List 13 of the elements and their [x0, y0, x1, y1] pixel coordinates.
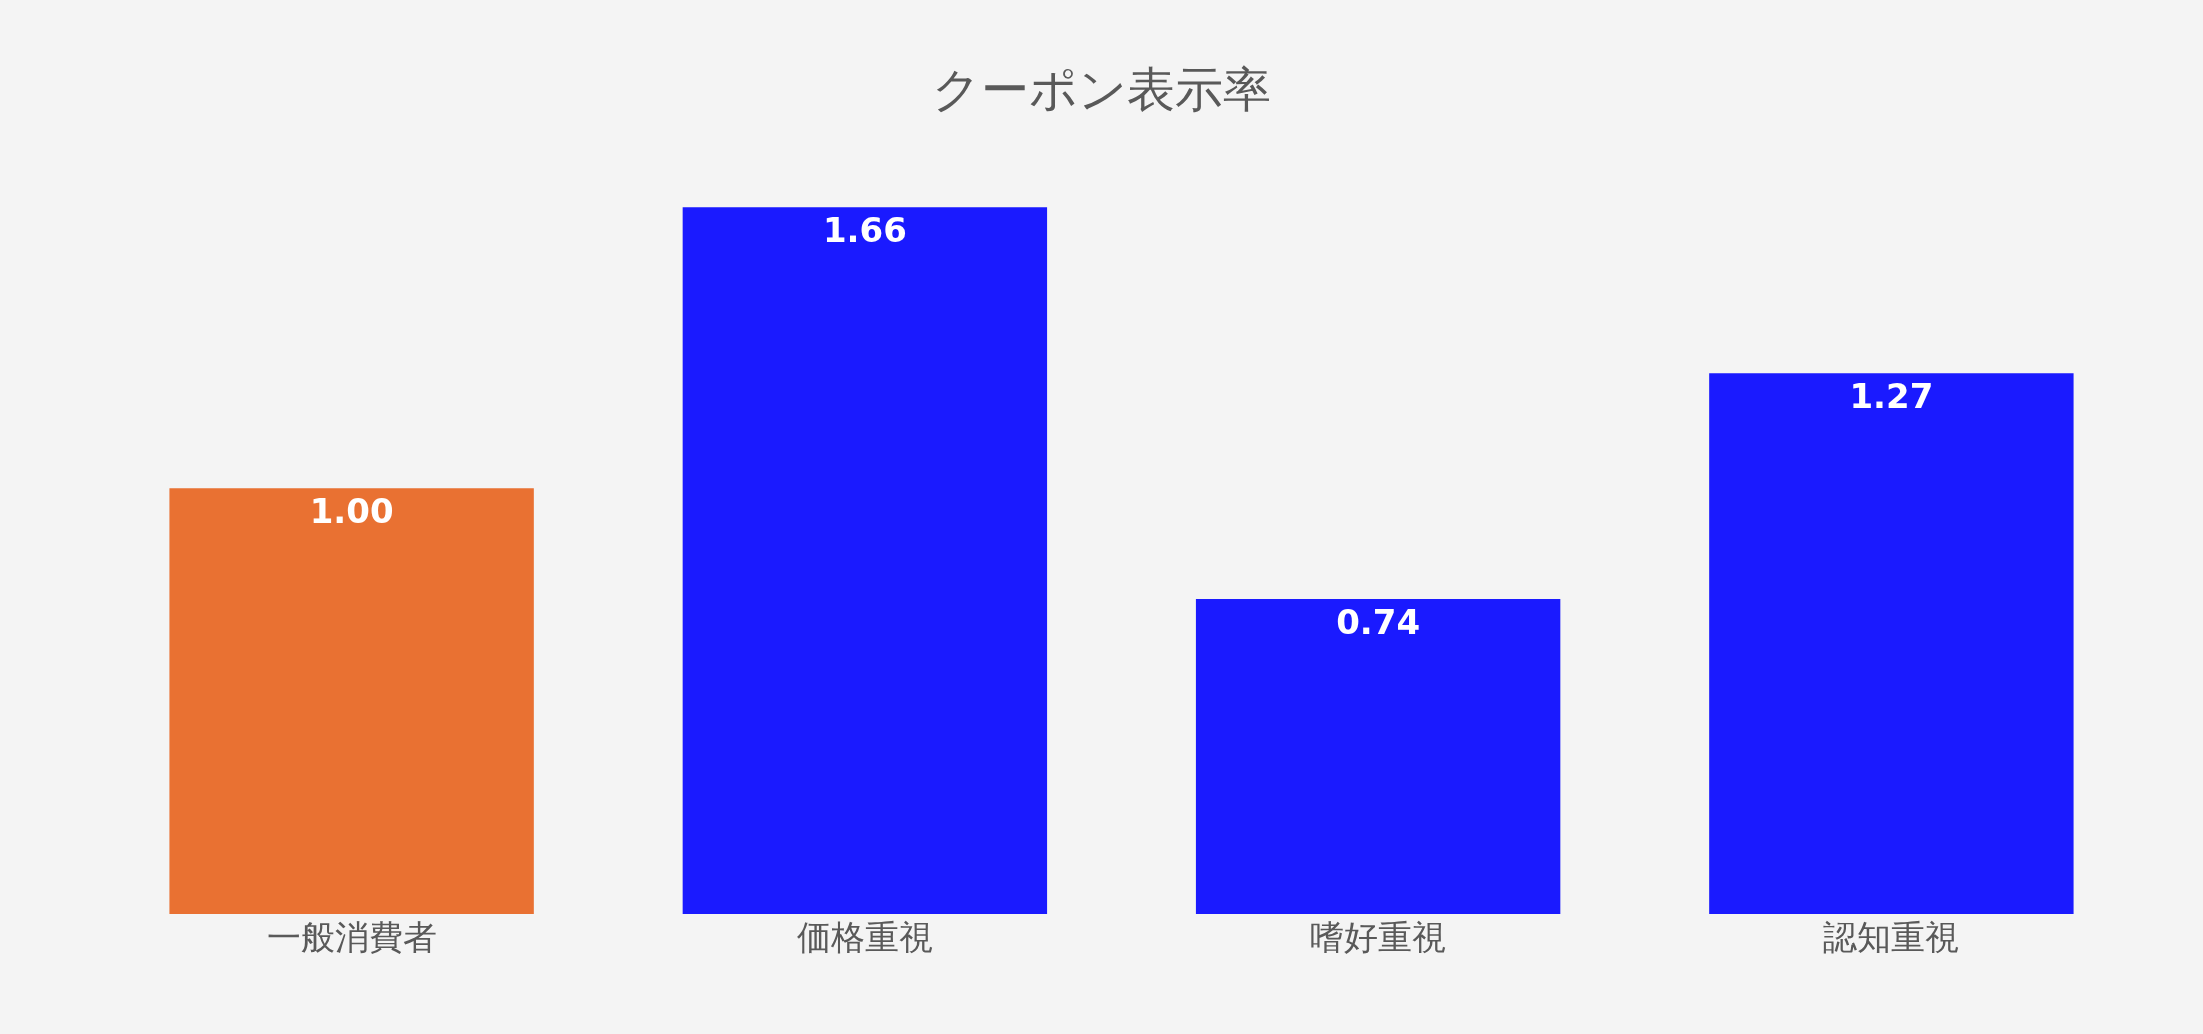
x-tick-label: 一般消費者 — [266, 917, 437, 957]
data-label: 1.66 — [822, 210, 907, 251]
bar — [1195, 598, 1561, 914]
x-tick-label: 認知重視 — [1823, 917, 1960, 957]
data-label: 0.74 — [1336, 601, 1421, 642]
bar — [1709, 373, 2074, 914]
data-label: 1.00 — [309, 491, 394, 532]
x-tick-label: 嗜好重視 — [1310, 917, 1447, 957]
data-label: 1.27 — [1849, 376, 1934, 417]
bar — [169, 488, 534, 914]
x-tick-label: 価格重視 — [796, 917, 933, 957]
chart-title: クーポン表示率 — [932, 60, 1271, 117]
bar — [682, 207, 1048, 914]
